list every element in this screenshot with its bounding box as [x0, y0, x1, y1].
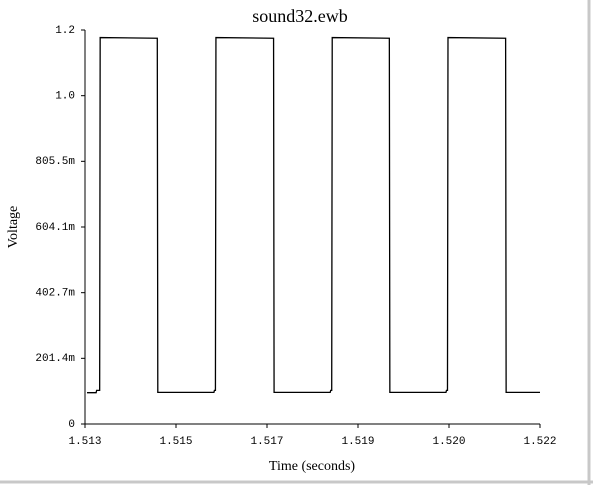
x-tick-label: 1.513 — [68, 436, 101, 448]
x-axis-label: Time (seconds) — [269, 459, 356, 474]
x-tick-label: 1.517 — [250, 436, 283, 448]
y-tick-label: 604.1m — [35, 222, 75, 234]
chart-title: sound32.ewb — [252, 6, 348, 26]
y-tick-label: 402.7m — [35, 288, 75, 300]
x-tick-label: 1.519 — [341, 436, 374, 448]
waveform — [87, 36, 540, 394]
y-tick-label: 201.4m — [35, 353, 75, 365]
x-tick-label: 1.520 — [432, 436, 465, 448]
y-tick-label: 0 — [68, 419, 75, 431]
y-axis-label: Voltage — [6, 206, 21, 249]
x-tick-label: 1.522 — [523, 436, 556, 448]
y-tick-label: 1.0 — [55, 91, 75, 103]
y-tick-label: 805.5m — [35, 156, 75, 168]
x-tick-label: 1.515 — [159, 436, 192, 448]
y-tick-label: 1.2 — [55, 25, 75, 37]
